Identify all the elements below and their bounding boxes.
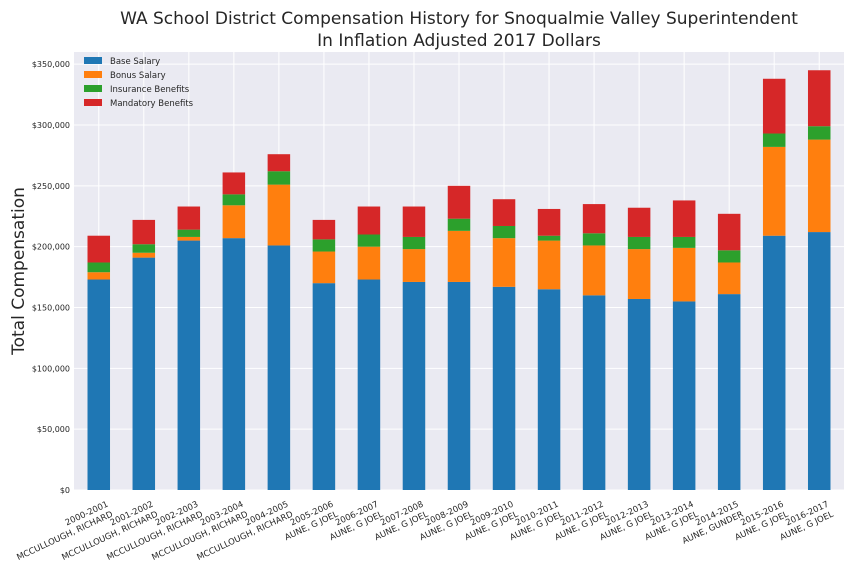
y-tick-label: $50,000	[37, 425, 70, 434]
bar-segment-insurance-benefits	[537, 235, 561, 241]
bar-segment-bonus-salary	[582, 245, 606, 296]
bar-segment-mandatory-benefits	[627, 207, 651, 237]
y-tick-label: $150,000	[32, 304, 70, 313]
bar-segment-base-salary	[537, 289, 561, 490]
y-axis-label: Total Compensation	[9, 187, 29, 356]
bar-segment-mandatory-benefits	[312, 219, 336, 240]
bar-segment-mandatory-benefits	[267, 154, 291, 172]
y-tick-label: $350,000	[32, 60, 70, 69]
bar-segment-bonus-salary	[222, 205, 246, 239]
bar-segment-bonus-salary	[267, 184, 291, 246]
legend-swatch	[84, 99, 102, 106]
legend-swatch	[84, 85, 102, 92]
x-ticks: 2000-2001MCCULLOUGH, RICHARD2001-2002MCC…	[15, 500, 835, 563]
bar-segment-mandatory-benefits	[807, 70, 831, 127]
bar-segment-bonus-salary	[312, 251, 336, 284]
bar-segment-insurance-benefits	[447, 218, 471, 231]
bar-segment-insurance-benefits	[627, 236, 651, 250]
bar-segment-base-salary	[672, 301, 696, 490]
bar-segment-insurance-benefits	[807, 126, 831, 140]
bar-segment-bonus-salary	[132, 252, 156, 258]
bar-segment-base-salary	[447, 281, 471, 490]
bar-segment-mandatory-benefits	[402, 206, 426, 237]
bar-segment-mandatory-benefits	[537, 208, 561, 236]
bar-segment-insurance-benefits	[402, 236, 426, 250]
bar-segment-base-salary	[87, 279, 111, 490]
bar-segment-insurance-benefits	[177, 229, 201, 237]
bar-segment-mandatory-benefits	[222, 172, 246, 195]
bar-segment-mandatory-benefits	[672, 200, 696, 237]
bar-segment-insurance-benefits	[582, 233, 606, 246]
legend: Base Salary Bonus Salary Insurance Benefit…	[84, 57, 194, 109]
y-tick-label: $200,000	[32, 243, 70, 252]
y-ticks: $0 $50,000 $100,000 $150,000 $200,000 $250,00…	[32, 60, 70, 495]
legend-swatch	[84, 71, 102, 78]
bars	[87, 70, 831, 491]
bar-segment-base-salary	[402, 281, 426, 490]
y-tick-label: $250,000	[32, 182, 70, 191]
chart-subtitle: In Inflation Adjusted 2017 Dollars	[317, 31, 601, 51]
bar-segment-insurance-benefits	[717, 250, 741, 263]
bar-segment-bonus-salary	[447, 230, 471, 282]
bar-segment-bonus-salary	[762, 146, 786, 236]
bar-segment-base-salary	[357, 279, 381, 490]
bar-segment-base-salary	[177, 240, 201, 490]
bar-segment-mandatory-benefits	[447, 185, 471, 219]
bar-segment-insurance-benefits	[267, 171, 291, 185]
chart-title: WA School District Compensation History …	[120, 9, 798, 29]
bar-segment-base-salary	[717, 294, 741, 490]
bar-segment-bonus-salary	[492, 238, 516, 287]
legend-label: Insurance Benefits	[110, 85, 190, 95]
legend-label: Mandatory Benefits	[110, 99, 194, 109]
bar-segment-base-salary	[312, 283, 336, 490]
bar-segment-base-salary	[762, 235, 786, 490]
bar-segment-insurance-benefits	[762, 133, 786, 147]
legend-swatch	[84, 57, 102, 64]
bar-segment-base-salary	[582, 295, 606, 490]
bar-segment-bonus-salary	[807, 139, 831, 233]
legend-label: Bonus Salary	[110, 71, 166, 81]
bar-segment-bonus-salary	[537, 240, 561, 290]
y-tick-label: $300,000	[32, 121, 70, 130]
bar-segment-insurance-benefits	[357, 234, 381, 247]
bar-segment-mandatory-benefits	[582, 204, 606, 234]
bar-segment-mandatory-benefits	[717, 213, 741, 251]
bar-segment-mandatory-benefits	[357, 206, 381, 235]
bar-segment-insurance-benefits	[492, 225, 516, 239]
bar-segment-insurance-benefits	[312, 239, 336, 252]
y-tick-label: $0	[60, 486, 70, 495]
bar-segment-bonus-salary	[717, 262, 741, 295]
bar-segment-mandatory-benefits	[762, 78, 786, 134]
bar-segment-bonus-salary	[627, 249, 651, 299]
bar-segment-bonus-salary	[402, 249, 426, 282]
y-tick-label: $100,000	[32, 364, 70, 373]
bar-segment-insurance-benefits	[672, 236, 696, 248]
bar-segment-bonus-salary	[177, 236, 201, 241]
bar-segment-mandatory-benefits	[132, 219, 156, 245]
bar-segment-base-salary	[132, 257, 156, 490]
bar-segment-insurance-benefits	[87, 262, 111, 273]
bar-segment-bonus-salary	[357, 246, 381, 280]
bar-segment-base-salary	[627, 298, 651, 490]
bar-segment-base-salary	[807, 232, 831, 491]
bar-segment-mandatory-benefits	[87, 235, 111, 263]
bar-segment-base-salary	[492, 286, 516, 490]
bar-segment-base-salary	[267, 245, 291, 490]
bar-segment-mandatory-benefits	[492, 199, 516, 226]
bar-segment-mandatory-benefits	[177, 206, 201, 230]
legend-label: Base Salary	[110, 57, 160, 67]
bar-segment-insurance-benefits	[132, 244, 156, 253]
bar-segment-bonus-salary	[87, 272, 111, 280]
bar-segment-bonus-salary	[672, 247, 696, 302]
bar-segment-insurance-benefits	[222, 194, 246, 206]
bar-segment-base-salary	[222, 238, 246, 490]
